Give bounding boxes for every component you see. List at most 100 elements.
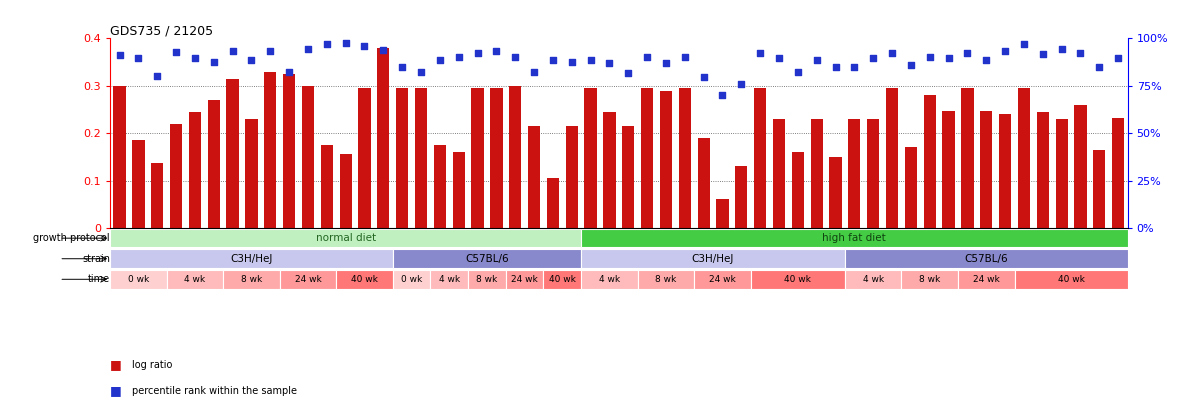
Bar bbox=[849, 119, 861, 228]
Point bbox=[543, 57, 563, 63]
Bar bbox=[170, 124, 182, 228]
Bar bbox=[110, 249, 393, 268]
Point bbox=[845, 64, 864, 70]
Point bbox=[317, 41, 336, 47]
Bar bbox=[1037, 112, 1049, 228]
Text: 24 wk: 24 wk bbox=[294, 275, 321, 284]
Point bbox=[1089, 64, 1108, 70]
Text: GDS735 / 21205: GDS735 / 21205 bbox=[110, 24, 213, 37]
Bar bbox=[566, 126, 578, 228]
Bar bbox=[282, 74, 296, 228]
Text: normal diet: normal diet bbox=[316, 233, 376, 243]
Point bbox=[920, 54, 940, 61]
Bar bbox=[698, 138, 710, 228]
Bar bbox=[151, 162, 163, 228]
Point bbox=[1071, 49, 1090, 56]
Bar bbox=[528, 126, 540, 228]
Point bbox=[581, 57, 600, 63]
Point bbox=[807, 57, 826, 63]
Point bbox=[147, 73, 166, 80]
Text: 8 wk: 8 wk bbox=[241, 275, 262, 284]
Bar bbox=[999, 114, 1011, 228]
Bar bbox=[754, 88, 766, 228]
Point bbox=[901, 61, 920, 68]
Bar bbox=[321, 145, 333, 228]
Point bbox=[789, 68, 808, 75]
Bar bbox=[302, 86, 314, 228]
Bar bbox=[622, 126, 634, 228]
Text: 0 wk: 0 wk bbox=[128, 275, 148, 284]
Point bbox=[487, 48, 506, 55]
Text: high fat diet: high fat diet bbox=[822, 233, 886, 243]
Bar bbox=[638, 270, 694, 288]
Point bbox=[675, 54, 694, 61]
Bar bbox=[509, 86, 522, 228]
Bar bbox=[603, 112, 615, 228]
Bar bbox=[735, 166, 747, 228]
Text: C3H/HeJ: C3H/HeJ bbox=[230, 254, 273, 264]
Point bbox=[638, 54, 657, 61]
Bar bbox=[110, 270, 166, 288]
Bar bbox=[543, 270, 582, 288]
Bar bbox=[189, 112, 201, 228]
Point bbox=[412, 68, 431, 75]
Text: 4 wk: 4 wk bbox=[439, 275, 460, 284]
Bar bbox=[393, 249, 582, 268]
Bar bbox=[1093, 150, 1106, 228]
Text: 24 wk: 24 wk bbox=[973, 275, 999, 284]
Bar bbox=[830, 157, 841, 228]
Point bbox=[373, 47, 393, 53]
Point bbox=[1033, 50, 1052, 57]
Text: growth protocol: growth protocol bbox=[34, 233, 110, 243]
Point bbox=[770, 55, 789, 62]
Bar bbox=[265, 72, 277, 228]
Point bbox=[261, 48, 280, 55]
Point bbox=[731, 81, 751, 87]
Point bbox=[563, 59, 582, 65]
Point bbox=[110, 52, 129, 58]
Text: log ratio: log ratio bbox=[132, 360, 172, 369]
Text: 24 wk: 24 wk bbox=[709, 275, 736, 284]
Bar bbox=[114, 86, 126, 228]
Bar bbox=[166, 270, 223, 288]
Bar bbox=[773, 119, 785, 228]
Point bbox=[1014, 41, 1033, 47]
Point bbox=[468, 49, 487, 56]
Bar bbox=[924, 95, 936, 228]
Bar bbox=[132, 140, 145, 228]
Bar bbox=[582, 270, 638, 288]
Point bbox=[882, 49, 901, 56]
Bar bbox=[336, 270, 393, 288]
Bar bbox=[393, 270, 431, 288]
Bar bbox=[245, 119, 257, 228]
Bar bbox=[431, 270, 468, 288]
Bar bbox=[961, 88, 973, 228]
Point bbox=[298, 46, 317, 52]
Bar bbox=[491, 88, 503, 228]
Bar bbox=[358, 88, 371, 228]
Bar bbox=[506, 270, 543, 288]
Bar bbox=[845, 249, 1128, 268]
Bar bbox=[1075, 105, 1087, 228]
Text: ■: ■ bbox=[110, 384, 122, 397]
Bar bbox=[694, 270, 751, 288]
Text: 4 wk: 4 wk bbox=[184, 275, 206, 284]
Text: C3H/HeJ: C3H/HeJ bbox=[692, 254, 734, 264]
Bar bbox=[1017, 88, 1031, 228]
Bar bbox=[582, 229, 1128, 247]
Text: 4 wk: 4 wk bbox=[863, 275, 883, 284]
Point bbox=[1108, 55, 1128, 62]
Text: time: time bbox=[89, 274, 110, 284]
Point bbox=[938, 55, 958, 62]
Bar bbox=[226, 79, 238, 228]
Bar bbox=[207, 100, 220, 228]
Bar bbox=[845, 270, 901, 288]
Bar bbox=[584, 88, 597, 228]
Text: 40 wk: 40 wk bbox=[784, 275, 812, 284]
Point bbox=[600, 60, 619, 66]
Point bbox=[430, 57, 449, 63]
Bar bbox=[280, 270, 336, 288]
Point bbox=[863, 55, 882, 62]
Bar bbox=[1056, 119, 1068, 228]
Text: percentile rank within the sample: percentile rank within the sample bbox=[132, 386, 297, 396]
